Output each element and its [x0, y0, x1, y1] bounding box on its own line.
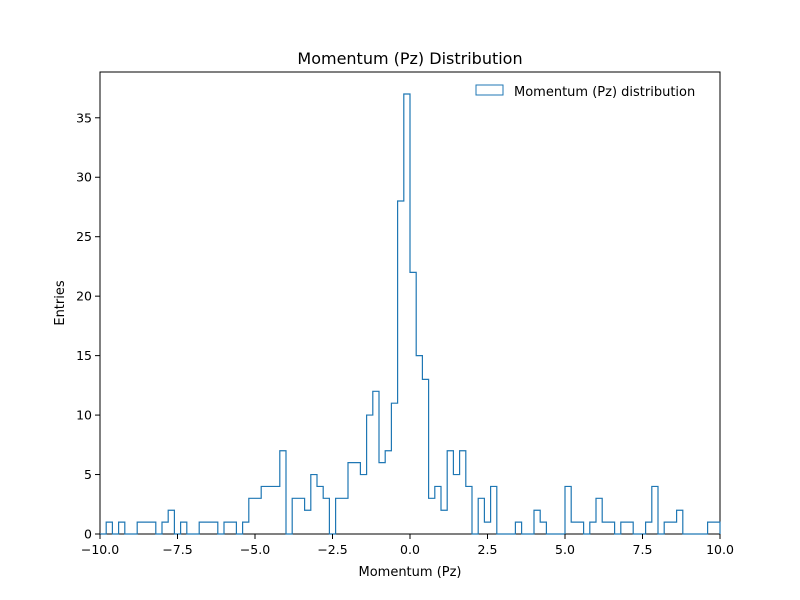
- legend-label: Momentum (Pz) distribution: [514, 85, 695, 100]
- x-tick-label: −7.5: [162, 542, 192, 557]
- x-tick-label: −5.0: [240, 542, 270, 557]
- x-tick-label: 2.5: [478, 542, 498, 557]
- legend: Momentum (Pz) distribution: [475, 84, 695, 100]
- x-tick-label: −10.0: [81, 542, 119, 557]
- y-tick-label: 20: [76, 289, 92, 304]
- histogram-series-momentum-pz: [100, 93, 721, 535]
- y-tick-label: 10: [76, 408, 92, 423]
- plot-area: [99, 71, 721, 535]
- y-tick-label: 5: [84, 467, 92, 482]
- x-tick-label: 10.0: [706, 542, 734, 557]
- chart-title: Momentum (Pz) Distribution: [297, 49, 522, 68]
- y-tick-label: 15: [76, 348, 92, 363]
- x-tick-label: 5.0: [555, 542, 575, 557]
- legend-swatch: [475, 84, 504, 96]
- y-axis-ticks: 0 5 10 15 20 25 30 35: [76, 110, 100, 542]
- y-tick-label: 30: [76, 170, 92, 185]
- x-tick-label: 0.0: [400, 542, 420, 557]
- x-axis-label: Momentum (Pz): [358, 565, 461, 580]
- y-tick-label: 0: [84, 527, 92, 542]
- x-tick-label: −2.5: [317, 542, 347, 557]
- y-tick-label: 25: [76, 229, 92, 244]
- y-axis-label: Entries: [53, 280, 68, 326]
- y-tick-label: 35: [76, 110, 92, 125]
- x-tick-label: 7.5: [633, 542, 653, 557]
- x-axis-ticks: −10.0 −7.5 −5.0 −2.5 0.0 2.5 5.0 7.5 10.0: [81, 534, 734, 557]
